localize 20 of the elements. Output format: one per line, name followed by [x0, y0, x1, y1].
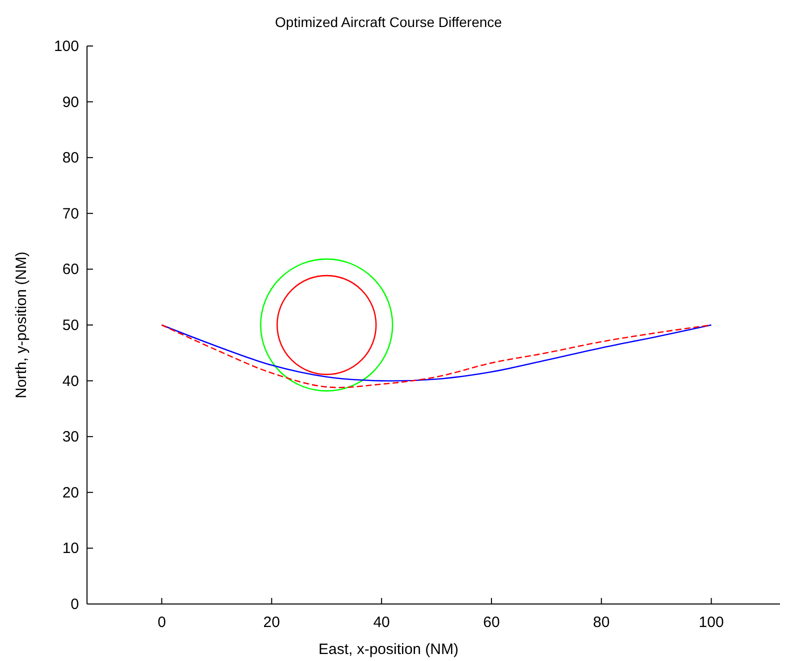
- x-tick-label: 0: [158, 614, 166, 631]
- y-tick-label: 10: [62, 540, 79, 558]
- y-tick-label: 60: [62, 261, 79, 278]
- x-tick-label: 100: [698, 614, 724, 631]
- y-tick-label: 30: [62, 428, 79, 446]
- y-tick-label: 40: [62, 372, 79, 390]
- x-tick-label: 40: [373, 614, 390, 631]
- y-tick-label: 90: [62, 94, 79, 111]
- x-tick-label: 80: [593, 614, 610, 631]
- x-tick-label: 60: [483, 614, 500, 631]
- y-tick-label: 100: [54, 38, 79, 55]
- y-tick-label: 0: [70, 596, 79, 613]
- y-tick-label: 50: [62, 317, 79, 334]
- x-tick-label: 20: [263, 614, 280, 631]
- y-tick-label: 20: [62, 484, 79, 502]
- y-axis-title: North, y-position (NM): [13, 252, 30, 398]
- y-tick-label: 70: [62, 205, 79, 222]
- y-tick-label: 80: [62, 150, 79, 167]
- x-axis-title: East, x-position (NM): [318, 641, 459, 658]
- chart-title: Optimized Aircraft Course Difference: [275, 14, 502, 30]
